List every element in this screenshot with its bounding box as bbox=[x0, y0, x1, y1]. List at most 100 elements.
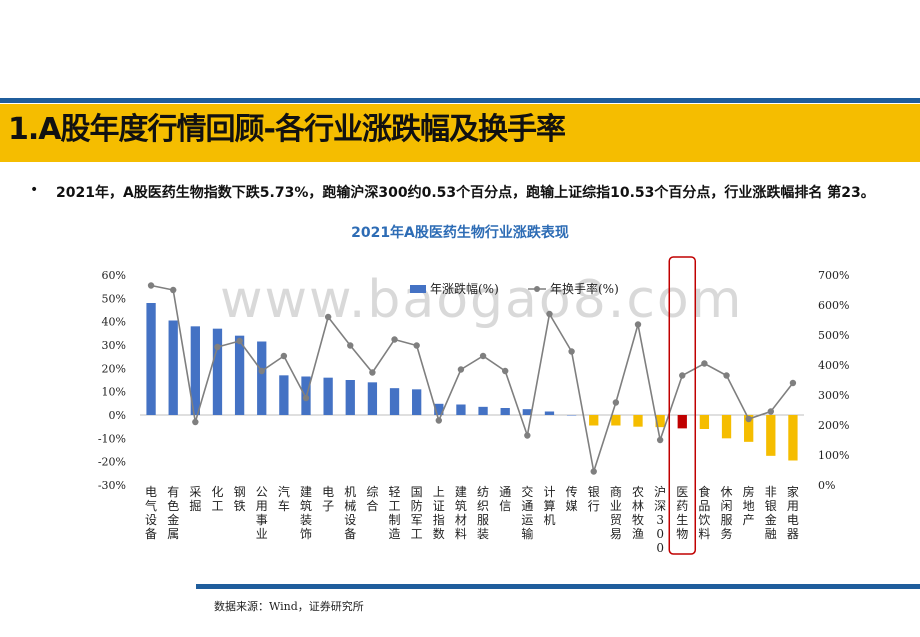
x-tick-char: 料 bbox=[455, 527, 467, 541]
bar-房地产 bbox=[744, 415, 754, 442]
x-tick-char: 备 bbox=[145, 527, 157, 541]
x-tick-label: 非银金融 bbox=[765, 485, 777, 541]
turnover-point-房地产 bbox=[745, 415, 752, 423]
bar-公用事业 bbox=[257, 341, 267, 415]
bar-沪深300 bbox=[655, 415, 665, 428]
turnover-point-计算机 bbox=[546, 310, 553, 318]
x-tick-char: 数 bbox=[433, 526, 445, 541]
x-tick-char: 用 bbox=[787, 499, 799, 513]
x-tick-char: 药 bbox=[676, 499, 688, 513]
x-tick-char: 金 bbox=[167, 512, 179, 527]
x-tick-label: 电气设备 bbox=[145, 485, 157, 541]
x-tick-char: 闲 bbox=[721, 499, 733, 513]
x-tick-char: 业 bbox=[256, 527, 268, 541]
x-tick-char: 0 bbox=[656, 541, 664, 555]
x-tick-char: 工 bbox=[389, 499, 401, 513]
x-tick-char: 电 bbox=[322, 485, 334, 499]
x-tick-label: 食品饮料 bbox=[698, 484, 710, 541]
x-tick-char: 化 bbox=[211, 485, 223, 499]
x-tick-char: 工 bbox=[211, 499, 223, 513]
y-right-tick-label: 600% bbox=[818, 299, 849, 312]
y-left-tick-label: 0% bbox=[109, 409, 126, 422]
x-tick-char: 服 bbox=[477, 513, 489, 527]
x-tick-char: 证 bbox=[433, 499, 445, 513]
x-tick-char: 银 bbox=[588, 485, 600, 499]
x-tick-char: 指 bbox=[433, 512, 445, 527]
x-tick-char: 设 bbox=[145, 513, 157, 527]
x-tick-label: 纺织服装 bbox=[477, 485, 489, 541]
x-tick-char: 钢 bbox=[234, 485, 246, 499]
bar-建筑材料 bbox=[456, 404, 466, 415]
x-tick-label: 采掘 bbox=[189, 485, 201, 513]
bar-电气设备 bbox=[146, 303, 156, 415]
turnover-point-商业贸易 bbox=[612, 399, 620, 406]
bar-化工 bbox=[212, 328, 223, 415]
x-tick-label: 交通运输 bbox=[521, 484, 533, 541]
turnover-point-电子 bbox=[324, 313, 332, 321]
bar-汽车 bbox=[279, 375, 289, 415]
y-left-tick-label: 50% bbox=[102, 292, 126, 305]
x-tick-char: 军 bbox=[411, 513, 423, 527]
x-tick-char: 务 bbox=[721, 526, 733, 541]
x-tick-char: 林 bbox=[632, 499, 644, 513]
x-tick-char: 产 bbox=[743, 513, 755, 527]
legend-bar-label: 年涨跌幅(%) bbox=[430, 281, 499, 296]
x-tick-char: 传 bbox=[566, 484, 578, 499]
x-tick-label: 通信 bbox=[499, 485, 511, 513]
y-left-tick-label: 60% bbox=[102, 269, 126, 282]
turnover-point-公用事业 bbox=[258, 367, 265, 375]
x-tick-char: 上 bbox=[433, 485, 445, 499]
x-tick-char: 渔 bbox=[632, 527, 644, 541]
turnover-point-有色金属 bbox=[170, 286, 177, 294]
bar-综合 bbox=[367, 382, 378, 415]
x-tick-label: 传媒 bbox=[566, 484, 578, 513]
x-tick-char: 融 bbox=[765, 527, 777, 541]
y-left-tick-label: -30% bbox=[98, 479, 126, 492]
legend-bar-swatch bbox=[410, 285, 426, 293]
turnover-point-医药生物 bbox=[679, 372, 686, 379]
x-tick-char: 采 bbox=[189, 485, 201, 499]
x-tick-label: 建筑材料 bbox=[455, 485, 467, 541]
x-tick-char: 信 bbox=[499, 499, 511, 513]
x-tick-label: 公用事业 bbox=[256, 485, 268, 541]
x-tick-char: 筑 bbox=[455, 498, 467, 513]
x-tick-char: 输 bbox=[521, 526, 533, 541]
x-tick-char: 防 bbox=[411, 498, 423, 513]
x-tick-char: 服 bbox=[721, 513, 733, 527]
turnover-point-建筑装饰 bbox=[302, 394, 310, 402]
x-tick-char: 料 bbox=[698, 527, 710, 541]
x-tick-char: 建 bbox=[300, 485, 312, 499]
x-tick-char: 业 bbox=[610, 499, 622, 513]
turnover-point-传媒 bbox=[568, 348, 575, 355]
x-tick-char: 品 bbox=[698, 499, 710, 513]
page-title: 1.A股年度行情回顾-各行业涨跌幅及换手率 bbox=[8, 112, 566, 147]
x-tick-char: 媒 bbox=[566, 499, 578, 513]
x-tick-char: 家 bbox=[787, 484, 799, 499]
x-tick-char: 纺 bbox=[477, 485, 489, 499]
x-tick-char: 算 bbox=[543, 498, 555, 513]
x-tick-char: 机 bbox=[344, 485, 356, 499]
x-tick-label: 机械设备 bbox=[344, 485, 356, 541]
x-tick-char: 行 bbox=[588, 499, 600, 513]
x-tick-label: 有色金属 bbox=[167, 485, 179, 541]
y-left-tick-label: 20% bbox=[102, 362, 126, 375]
x-tick-label: 汽车 bbox=[278, 484, 290, 513]
legend-line-marker bbox=[534, 286, 540, 292]
turnover-point-通信 bbox=[502, 367, 509, 375]
turnover-point-汽车 bbox=[280, 352, 288, 360]
bar-上证指数 bbox=[434, 403, 444, 415]
turnover-point-采掘 bbox=[192, 418, 199, 426]
x-tick-char: 饰 bbox=[300, 527, 312, 541]
turnover-point-农林牧渔 bbox=[634, 321, 642, 328]
x-tick-char: 0 bbox=[656, 527, 664, 541]
bar-纺织服装 bbox=[478, 406, 488, 415]
x-tick-char: 属 bbox=[167, 527, 179, 541]
x-tick-char: 装 bbox=[477, 527, 489, 541]
x-tick-char: 汽 bbox=[278, 484, 290, 499]
x-tick-char: 筑 bbox=[300, 498, 312, 513]
x-tick-char: 医 bbox=[676, 485, 688, 499]
turnover-point-食品饮料 bbox=[701, 360, 708, 367]
x-tick-char: 沪 bbox=[654, 485, 666, 499]
bar-食品饮料 bbox=[699, 415, 710, 429]
bar-农林牧渔 bbox=[633, 415, 643, 427]
